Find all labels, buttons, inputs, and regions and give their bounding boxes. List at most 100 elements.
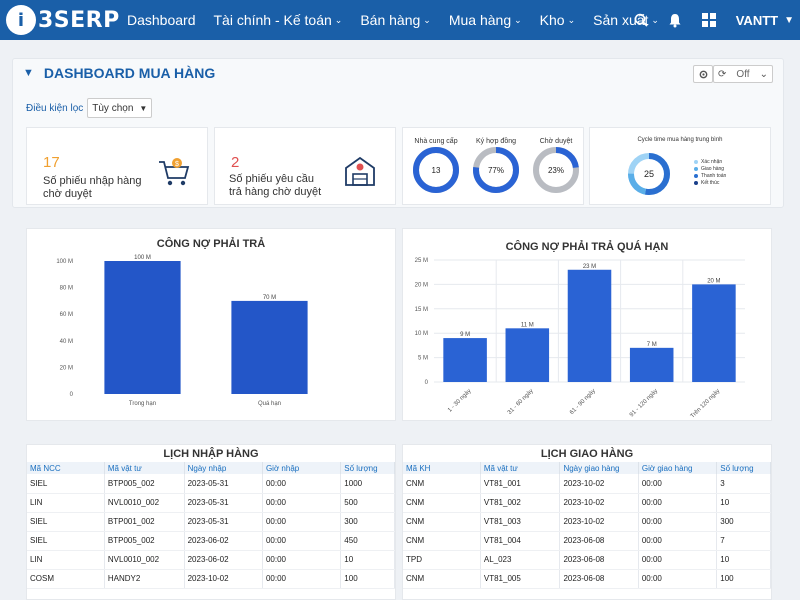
delivery-schedule-table: Mã KH Mã vật tư Ngày giao hàng Giờ giao hàn… xyxy=(403,462,771,589)
column-header[interactable]: Mã KH xyxy=(403,462,481,474)
y-tick-label: 100 M xyxy=(56,259,73,265)
nav-item-5[interactable]: Sản xuất ⌄ xyxy=(593,12,659,28)
table-cell: 10 xyxy=(716,493,771,513)
table-cell: BTP005_002 xyxy=(104,474,185,494)
table-cell: 00:00 xyxy=(262,550,342,570)
chart-card-overdue-payables: CÔNG NỢ PHẢI TRẢ QUÁ HẠN 25 M 20 M 15 M 10 … xyxy=(402,228,772,421)
collapse-chevron-icon[interactable]: ▼ xyxy=(23,67,34,79)
table-cell: COSM xyxy=(27,569,105,589)
column-header[interactable]: Ngày giao hàng xyxy=(559,462,639,474)
bar[interactable] xyxy=(443,338,487,382)
table-cell: 2023-06-08 xyxy=(559,569,639,589)
import-schedule-card: LỊCH NHẬP HÀNG Mã NCC Mã vật tư Ngày nhập G… xyxy=(26,444,396,600)
table-row[interactable]: TPD AL_023 2023-06-08 00:00 10 xyxy=(403,550,771,570)
legend-item: Thanh toán xyxy=(694,172,726,179)
donut-0: Nhà cung cấp 13 xyxy=(411,138,461,200)
logo-icon: i xyxy=(6,5,36,35)
x-tick-label: Trong hạn xyxy=(129,401,156,407)
bar[interactable] xyxy=(104,261,181,394)
column-header[interactable]: Giờ nhập xyxy=(262,462,342,474)
table-cell: 2023-10-02 xyxy=(184,569,263,589)
legend-label: Xác nhận xyxy=(701,158,723,165)
stat-label: Số phiếu nhập hàng chờ duyệt xyxy=(43,175,142,200)
table-row[interactable]: COSM HANDY2 2023-10-02 00:00 100 xyxy=(27,569,395,589)
column-header[interactable]: Giờ giao hàng xyxy=(638,462,718,474)
table-cell: 2023-05-31 xyxy=(184,474,263,494)
chevron-down-icon: ⌄ xyxy=(759,68,768,80)
filter-value: Tùy chọn xyxy=(92,102,134,114)
user-menu[interactable]: VANTT ▼ xyxy=(736,13,794,28)
settings-button[interactable] xyxy=(693,65,713,83)
table-cell: SIEL xyxy=(27,474,105,494)
table-row[interactable]: SIEL BTP005_002 2023-06-02 00:00 450 xyxy=(27,531,395,551)
table-cell: CNM xyxy=(403,512,481,532)
nav-item-0[interactable]: Dashboard xyxy=(127,12,196,28)
nav-item-label: Kho xyxy=(539,12,565,28)
nav-item-1[interactable]: Tài chính - Kế toán ⌄ xyxy=(214,12,343,28)
stat-card-return-requests[interactable]: 2 Số phiếu yêu cầu trả hàng chờ duyệt xyxy=(214,127,396,205)
apps-grid-icon[interactable] xyxy=(701,13,716,27)
table-row[interactable]: LIN NVL0010_002 2023-06-02 00:00 10 xyxy=(27,550,395,570)
table-cell: SIEL xyxy=(27,531,105,551)
nav-item-label: Mua hàng xyxy=(448,12,512,28)
table-cell: 2023-10-02 xyxy=(559,493,639,513)
table-row[interactable]: CNM VT81_001 2023-10-02 00:00 3 xyxy=(403,474,771,494)
donut-value: 23% xyxy=(548,166,564,175)
cycle-donut: 25 xyxy=(628,153,670,195)
header-tools: ⟳ Off ⌄ xyxy=(689,65,773,83)
stat-value: 2 xyxy=(231,154,240,171)
nav-item-label: Bán hàng xyxy=(360,12,421,28)
top-navbar: i 3SERP Dashboard Tài chính - Kế toán ⌄ Bán… xyxy=(0,0,800,40)
search-icon[interactable] xyxy=(634,13,648,27)
table-row[interactable]: SIEL BTP001_002 2023-05-31 00:00 300 xyxy=(27,512,395,532)
y-tick-label: 15 M xyxy=(415,307,428,313)
bar[interactable] xyxy=(629,347,674,382)
table-row[interactable]: CNM VT81_003 2023-10-02 00:00 300 xyxy=(403,512,771,532)
table-cell: 2023-06-08 xyxy=(559,531,639,551)
table-cell: LIN xyxy=(27,493,105,513)
column-header[interactable]: Ngày nhập xyxy=(184,462,263,474)
table-cell: BTP005_002 xyxy=(104,531,185,551)
table-cell: CNM xyxy=(403,569,481,589)
table-cell: 2023-10-02 xyxy=(559,512,639,532)
overdue-bar-chart: 25 M 20 M 15 M 10 M 5 M 0 9 M 1 - 30 ngày 11 M 31… xyxy=(415,258,745,420)
legend-dot xyxy=(694,173,698,178)
column-header[interactable]: Mã vật tư xyxy=(480,462,561,474)
table-cell: 7 xyxy=(716,531,771,551)
bell-icon[interactable] xyxy=(668,13,682,28)
nav-item-3[interactable]: Mua hàng ⌄ xyxy=(449,12,522,28)
chevron-down-icon: ⌄ xyxy=(334,14,343,25)
auto-refresh-select[interactable]: ⟳ Off ⌄ xyxy=(713,65,773,83)
column-header[interactable]: Số lượng xyxy=(716,462,771,474)
nav-item-4[interactable]: Kho ⌄ xyxy=(540,12,575,28)
table-cell: 00:00 xyxy=(638,512,718,532)
table-row[interactable]: CNM VT81_002 2023-10-02 00:00 10 xyxy=(403,493,771,513)
legend-dot xyxy=(694,166,698,171)
legend-label: Thanh toán xyxy=(701,172,727,179)
table-title: LỊCH NHẬP HÀNG xyxy=(163,448,259,460)
table-row[interactable]: CNM VT81_004 2023-06-08 00:00 7 xyxy=(403,531,771,551)
bar[interactable] xyxy=(692,284,736,382)
cycle-time-card: Cycle time mua hàng trung bình 25 Xác nh… xyxy=(589,127,771,205)
filter-select[interactable]: Tùy chọn ▼ xyxy=(87,98,153,118)
column-header[interactable]: Mã vật tư xyxy=(104,462,185,474)
y-tick-label: 40 M xyxy=(60,339,73,345)
bar[interactable] xyxy=(567,269,612,382)
nav-right: VANTT ▼ xyxy=(634,0,794,40)
donut-label: Ký hợp đồng xyxy=(475,138,516,145)
table-cell: CNM xyxy=(403,493,481,513)
bar[interactable] xyxy=(505,328,550,382)
table-row[interactable]: CNM VT81_005 2023-06-08 00:00 100 xyxy=(403,569,771,589)
table-cell: VT81_005 xyxy=(480,569,561,589)
bar[interactable] xyxy=(231,300,308,394)
column-header[interactable]: Mã NCC xyxy=(27,462,105,474)
logo[interactable]: i 3SERP xyxy=(6,5,120,35)
table-cell: 10 xyxy=(340,550,395,570)
filter-label: Điều kiện lọc xyxy=(26,102,84,114)
column-header[interactable]: Số lượng xyxy=(340,462,395,474)
stat-card-pending-receipts[interactable]: 17 Số phiếu nhập hàng chờ duyệt $ xyxy=(26,127,208,205)
table-row[interactable]: LIN NVL0010_002 2023-05-31 00:00 500 xyxy=(27,493,395,513)
table-row[interactable]: SIEL BTP005_002 2023-05-31 00:00 1000 xyxy=(27,474,395,494)
table-cell: 00:00 xyxy=(638,550,718,570)
nav-item-2[interactable]: Bán hàng ⌄ xyxy=(360,12,431,28)
